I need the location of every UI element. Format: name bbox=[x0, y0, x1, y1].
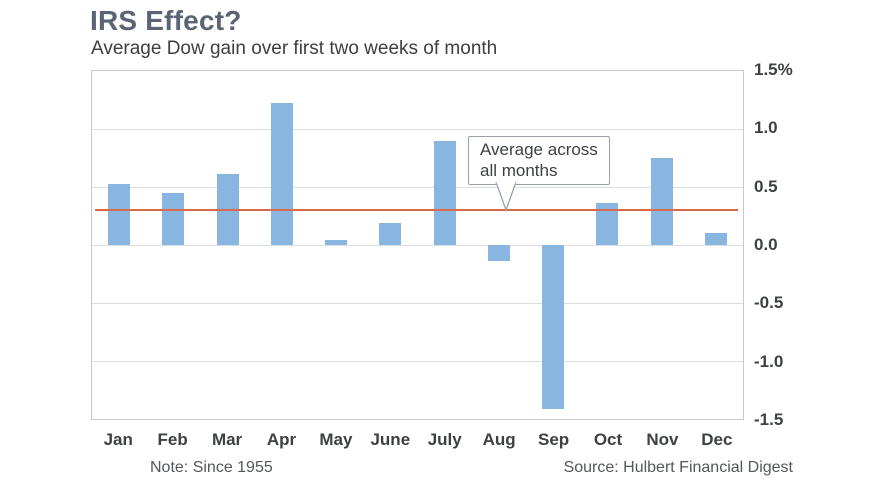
annotation-pointer-icon bbox=[495, 182, 517, 212]
bar-jan bbox=[108, 183, 131, 245]
gridline bbox=[92, 245, 743, 246]
chart-subtitle: Average Dow gain over first two weeks of… bbox=[91, 38, 498, 59]
average-annotation-box: Average across all months bbox=[468, 136, 610, 185]
x-tick-label-apr: Apr bbox=[266, 430, 297, 449]
y-tick-label: 0.0 bbox=[754, 235, 778, 254]
chart-source: Source: Hulbert Financial Digest bbox=[563, 459, 793, 476]
x-tick-label-july: July bbox=[427, 430, 462, 449]
bar-may bbox=[325, 240, 348, 245]
bar-dec bbox=[704, 233, 727, 245]
annotation-line-1: Average across bbox=[480, 140, 598, 159]
y-tick-label: -1.5 bbox=[754, 410, 784, 429]
x-tick-label-june: June bbox=[370, 430, 411, 449]
plot-area bbox=[91, 70, 744, 420]
bar-feb bbox=[162, 192, 185, 245]
bar-nov bbox=[650, 158, 673, 245]
x-tick-label-jan: Jan bbox=[103, 430, 133, 449]
y-tick-label: 0.5 bbox=[754, 176, 778, 196]
y-tick-label: -0.5 bbox=[754, 293, 784, 313]
x-tick-label-mar: Mar bbox=[211, 430, 243, 449]
y-tick-label: 1.0 bbox=[754, 118, 778, 138]
x-tick-label-sep: Sep bbox=[537, 430, 570, 449]
x-tick-label-nov: Nov bbox=[646, 430, 679, 449]
page-title: IRS Effect? bbox=[90, 5, 242, 36]
average-line bbox=[95, 209, 738, 212]
x-tick-label-aug: Aug bbox=[482, 430, 516, 449]
y-axis-labels: 1.5% 1.0 0.5 0.0 -0.5 -1.0 -1.5 bbox=[754, 60, 824, 429]
gridline bbox=[92, 303, 743, 304]
bar-oct bbox=[596, 203, 619, 245]
x-tick-label-feb: Feb bbox=[157, 430, 188, 449]
chart-note: Note: Since 1955 bbox=[150, 459, 273, 476]
bar-sep bbox=[542, 245, 565, 409]
y-tick-label: -1.0 bbox=[754, 351, 784, 371]
gridline bbox=[92, 361, 743, 362]
y-tick-label: 1.5% bbox=[754, 60, 793, 79]
x-tick-label-oct: Oct bbox=[593, 430, 623, 449]
x-axis-labels: Jan Feb Mar Apr May June July Aug Sep Oct Nov Dec bbox=[91, 430, 744, 450]
bar-apr bbox=[270, 103, 293, 245]
bar-june bbox=[379, 222, 402, 245]
bar-july bbox=[433, 140, 456, 245]
annotation-line-2: all months bbox=[480, 161, 558, 180]
x-tick-label-dec: Dec bbox=[701, 430, 733, 449]
bar-aug bbox=[487, 245, 510, 262]
gridline bbox=[92, 129, 743, 130]
gridline bbox=[92, 187, 743, 188]
x-tick-label-may: May bbox=[319, 430, 353, 449]
